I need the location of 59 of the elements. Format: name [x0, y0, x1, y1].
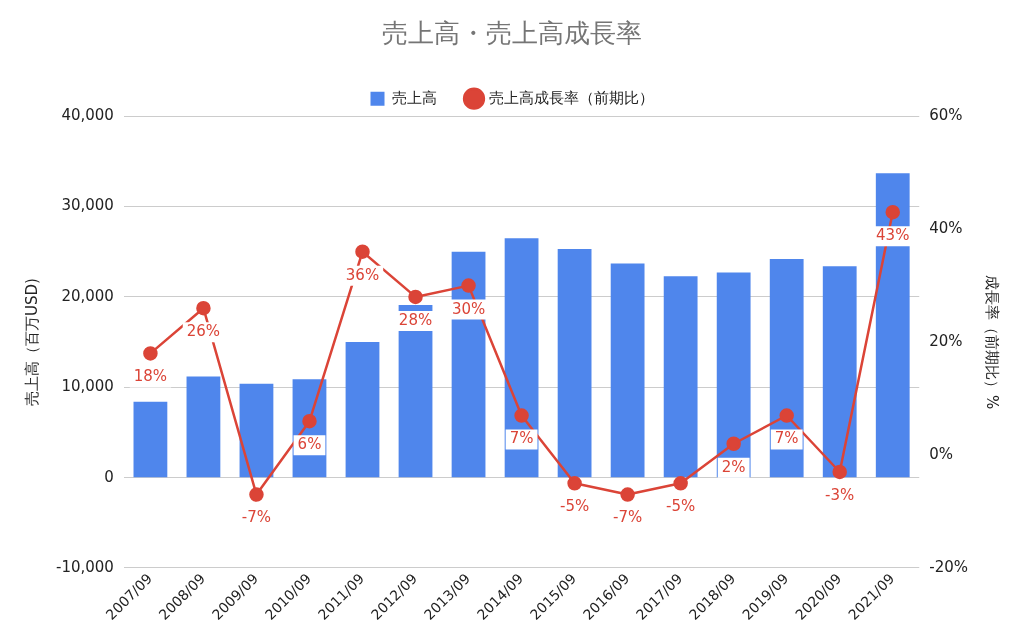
bar	[716, 272, 751, 478]
bar	[875, 173, 910, 478]
data-label: -3%	[825, 485, 855, 504]
point	[514, 408, 529, 423]
point	[673, 476, 688, 491]
point	[620, 487, 635, 502]
y-tick-label: 30,000	[61, 196, 114, 215]
data-label: 7%	[774, 429, 799, 448]
bar	[557, 249, 592, 478]
point	[726, 436, 741, 451]
data-label: -7%	[241, 508, 272, 527]
data-label: 7%	[509, 429, 534, 448]
point	[408, 289, 423, 305]
y2-tick-label: 20%	[929, 331, 963, 350]
data-label: -7%	[613, 508, 643, 527]
point	[885, 204, 900, 220]
y-tick-label: 10,000	[61, 377, 114, 396]
data-label: 30%	[451, 299, 486, 318]
legend-label: 売上高	[392, 88, 437, 107]
data-label: 43%	[876, 226, 910, 245]
y2-tick-label: 60%	[929, 106, 963, 125]
y2-tick-label: 40%	[929, 219, 963, 238]
y2-tick-label: -20%	[929, 557, 969, 576]
bar	[345, 342, 380, 478]
data-label: -5%	[559, 497, 590, 516]
data-label: 28%	[398, 310, 433, 329]
legend-label: 売上高成長率（前期比）	[488, 88, 654, 107]
bar	[822, 266, 857, 478]
bar	[133, 401, 168, 478]
point	[355, 244, 370, 259]
y-tick-label: -10,000	[55, 557, 114, 576]
y-tick-label: 0	[104, 467, 114, 486]
y-axis-title: 売上高（百万USD)	[22, 278, 41, 407]
y2-tick-label: 0%	[929, 444, 954, 463]
bar	[504, 238, 539, 478]
point	[461, 278, 476, 293]
point	[196, 300, 211, 316]
point	[567, 476, 582, 491]
data-label: 6%	[297, 435, 322, 454]
point	[779, 408, 794, 423]
data-label: 2%	[721, 457, 746, 476]
point	[302, 413, 317, 429]
data-label: -5%	[666, 497, 696, 516]
point	[832, 464, 847, 480]
bar	[769, 258, 804, 478]
bar	[239, 383, 274, 478]
point	[143, 346, 158, 361]
y2-axis-title: 成長率（前期比）%	[983, 274, 1002, 410]
data-label: 18%	[133, 367, 168, 386]
chart-title: 売上高・売上高成長率	[382, 18, 642, 49]
bar	[663, 276, 698, 478]
data-label: 36%	[345, 265, 380, 284]
bar	[186, 376, 221, 478]
bar	[610, 263, 645, 478]
y-tick-label: 20,000	[61, 286, 114, 305]
bar	[451, 251, 486, 478]
y-tick-label: 40,000	[61, 106, 114, 125]
point	[249, 487, 264, 502]
data-label: 26%	[186, 322, 221, 341]
